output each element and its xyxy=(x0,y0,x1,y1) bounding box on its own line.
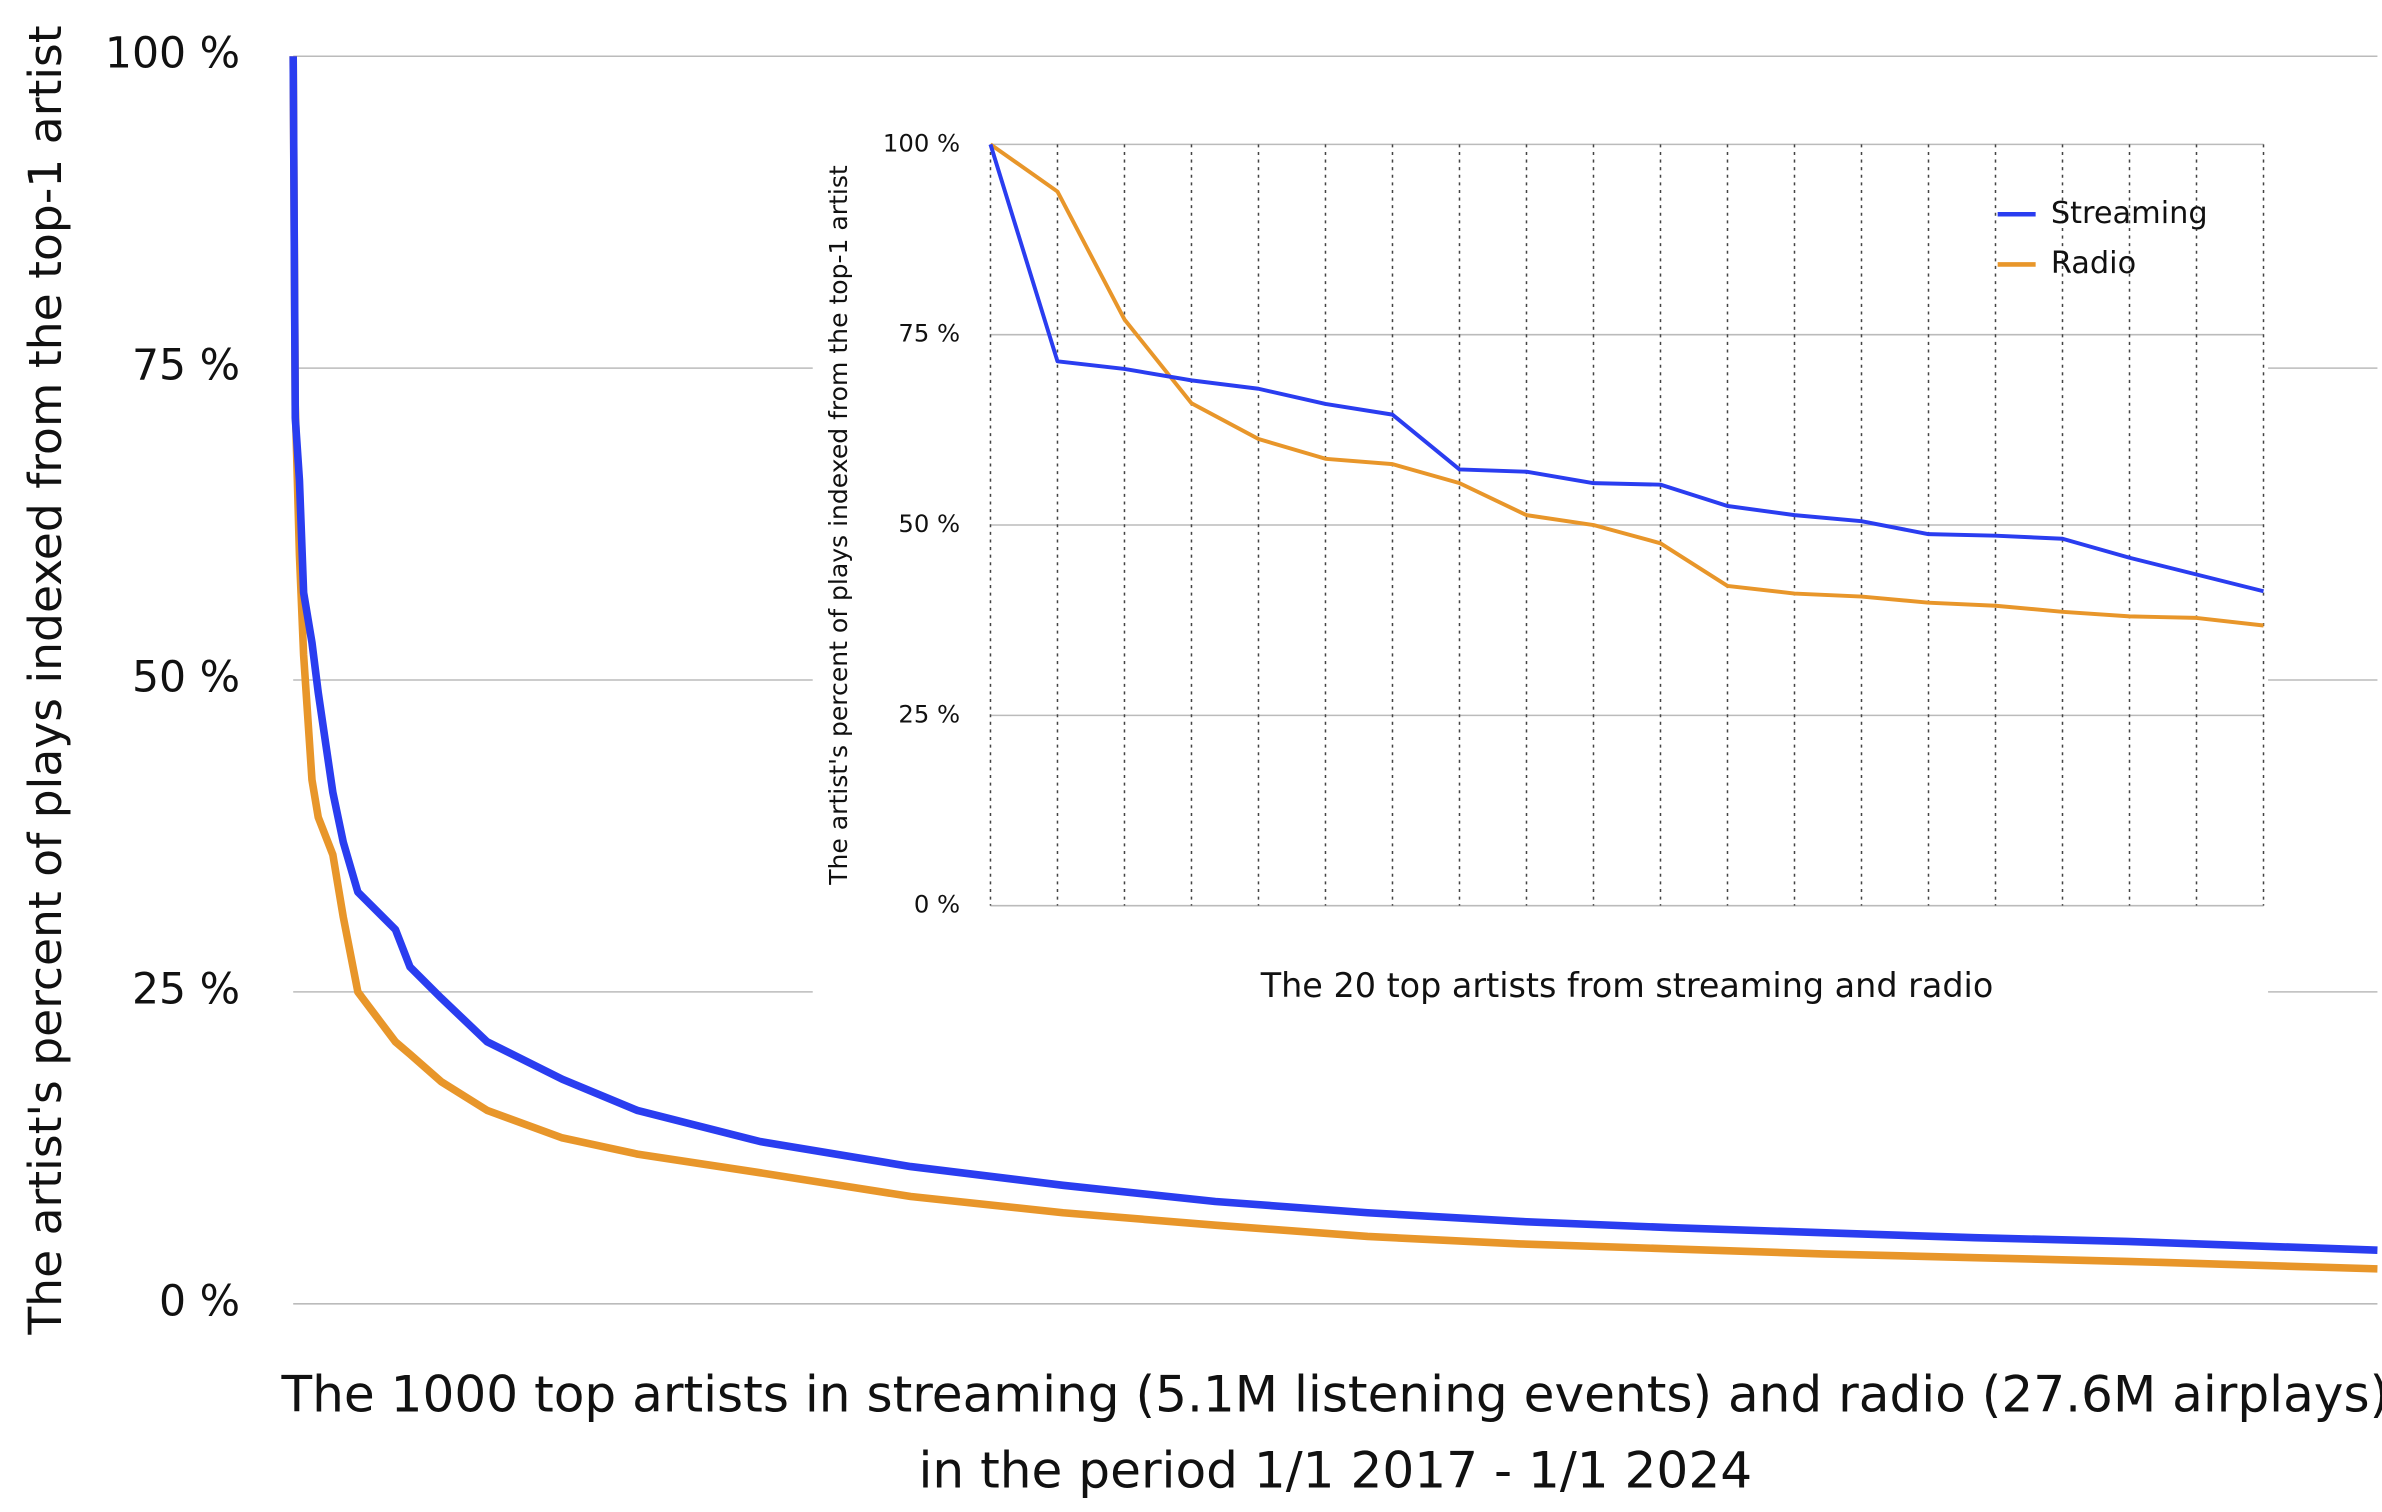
legend-label: Streaming xyxy=(2051,196,2208,231)
legend-label: Radio xyxy=(2051,246,2136,281)
y-tick-label: 100 % xyxy=(883,128,960,157)
series-line xyxy=(988,143,2264,594)
y-tick-label: 25 % xyxy=(132,965,240,1014)
y-axis-label: The artist's percent of plays indexed fr… xyxy=(19,25,72,1335)
y-tick-label: 50 % xyxy=(132,654,240,703)
y-tick-label: 25 % xyxy=(898,699,960,728)
x-axis-label: The 20 top artists from streaming and ra… xyxy=(1260,966,1994,1005)
series-line xyxy=(289,56,2378,1254)
x-axis-label: in the period 1/1 2017 - 1/1 2024 xyxy=(919,1441,1753,1500)
y-tick-label: 0 % xyxy=(159,1277,240,1326)
inset-background xyxy=(812,115,2269,1022)
y-axis-label: The artist's percent of plays indexed fr… xyxy=(824,165,853,886)
y-tick-label: 75 % xyxy=(132,342,240,391)
y-tick-label: 75 % xyxy=(898,319,960,348)
y-tick-label: 50 % xyxy=(898,509,960,538)
series-line xyxy=(289,56,2378,1273)
x-axis-label: The 1000 top artists in streaming (5.1M … xyxy=(280,1365,2382,1424)
series-line xyxy=(989,142,2264,628)
y-tick-label: 100 % xyxy=(105,30,240,79)
y-tick-label: 0 % xyxy=(914,890,960,919)
